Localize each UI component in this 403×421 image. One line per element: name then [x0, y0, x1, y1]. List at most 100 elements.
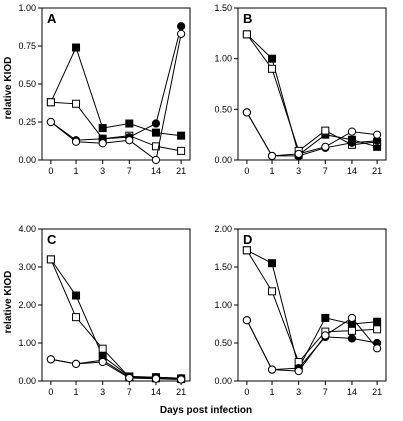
x-tick-label-b: 0: [244, 166, 249, 176]
y-tick-label-b: 0.50: [214, 104, 232, 114]
panel-b: B 0.00 0.50 1.00 1.50 0 1 3 7 14 21: [214, 3, 387, 176]
data-point-d-open-circle: [347, 313, 357, 323]
x-tick-label-d: 7: [323, 387, 328, 397]
data-point-b-open-square: [242, 30, 251, 39]
x-axis-title: Days post infection: [160, 405, 252, 416]
panel-d: D 0.00 0.50 1.00 1.50 2.00 0 1 3 7 14 21: [214, 224, 387, 397]
y-tick-label-d: 0.00: [214, 376, 232, 386]
y-tick-label-a: 0.25: [18, 117, 36, 127]
series-line-b-open-square: [246, 34, 378, 152]
data-point-a-open-circle: [177, 29, 186, 38]
series-line-a-filled-square: [50, 46, 182, 137]
y-tick-label-a: 1.00: [18, 3, 36, 13]
data-point-b-open-circle: [347, 127, 357, 136]
data-point-c-open-circle: [98, 357, 107, 367]
data-point-d-filled-square: [321, 313, 330, 322]
series-line-b-filled-square: [246, 33, 378, 156]
data-point-b-filled-circle: [347, 138, 357, 147]
series-a-open-square: [46, 98, 186, 155]
series-line-a-open-square: [50, 101, 182, 152]
y-tick-label-d: 2.00: [214, 224, 232, 234]
series-line-d-open-square: [246, 250, 378, 363]
x-tick-label-a: 3: [100, 166, 105, 176]
x-tick-label-c: 21: [176, 387, 186, 397]
series-d-filled-circle: [242, 316, 382, 374]
series-line-c-open-square: [50, 259, 182, 380]
data-point-b-open-circle: [294, 149, 303, 159]
series-c-open-circle: [46, 355, 186, 384]
data-point-d-filled-square: [373, 317, 382, 326]
data-point-c-open-square: [72, 313, 81, 322]
y-tick-label-b: 1.50: [214, 3, 232, 13]
x-tick-label-b: 1: [270, 166, 275, 176]
x-tick-label-b: 7: [323, 166, 328, 176]
y-tick-label-c: 2.00: [18, 300, 36, 310]
series-line-c-open-circle: [50, 358, 182, 380]
data-point-d-open-circle: [242, 316, 251, 325]
x-tick-label-d: 14: [347, 387, 357, 397]
data-point-d-open-circle: [294, 367, 303, 376]
series-d-open-square: [242, 246, 382, 366]
data-point-a-filled-circle: [151, 119, 161, 128]
data-point-c-open-square: [46, 255, 55, 264]
data-point-d-open-square: [347, 326, 356, 335]
data-point-a-open-square: [72, 99, 81, 108]
x-tick-label-a: 7: [127, 166, 132, 176]
panel-c: C 0.00 1.00 2.00 3.00 4.00 0 1 3 7 14 21: [18, 224, 191, 397]
series-line-b-open-circle: [246, 112, 378, 157]
plot-frame-c: [41, 228, 191, 382]
series-line-a-open-circle: [50, 33, 182, 161]
y-tick-label-a: 0.50: [18, 79, 36, 89]
data-point-d-open-square: [242, 246, 251, 255]
data-point-c-open-circle: [177, 375, 186, 384]
data-point-a-open-circle: [125, 136, 134, 145]
x-tick-label-c: 1: [74, 387, 79, 397]
data-point-b-open-square: [268, 64, 277, 73]
y-axis-title-bottom: relative KIOD: [3, 271, 14, 334]
x-tick-label-d: 21: [372, 387, 382, 397]
panels: A 0.00 0.25 0.50 0.75 1.00 0 1 3 7 14 21 B 0.00 0.50 1.…: [18, 3, 387, 397]
data-point-a-open-circle: [46, 117, 55, 127]
y-tick-label-d: 1.50: [214, 262, 232, 272]
panel-label-a: A: [47, 11, 57, 26]
y-tick-label-b: 0.00: [214, 155, 232, 165]
data-point-c-open-circle: [151, 374, 161, 383]
y-tick-label-d: 1.00: [214, 300, 232, 310]
series-c-filled-circle: [46, 355, 186, 383]
y-tick-label-b: 1.00: [214, 54, 232, 64]
x-tick-label-b: 21: [372, 166, 382, 176]
series-line-c-filled-circle: [50, 358, 182, 379]
series-line-c-filled-square: [50, 259, 182, 379]
data-point-c-open-circle: [71, 359, 81, 368]
x-tick-label-d: 3: [296, 387, 301, 397]
y-tick-label-a: 0.00: [18, 155, 36, 165]
series-b-open-square: [242, 30, 382, 155]
series-c-open-square: [46, 255, 186, 384]
y-tick-label-a: 0.75: [18, 41, 36, 51]
panel-a: A 0.00 0.25 0.50 0.75 1.00 0 1 3 7 14 21: [18, 3, 191, 176]
data-point-a-filled-circle: [177, 22, 186, 31]
x-tick-label-d: 0: [244, 387, 249, 397]
series-line-d-open-circle: [246, 317, 378, 372]
data-point-b-filled-square: [268, 54, 277, 63]
x-tick-label-a: 1: [74, 166, 79, 176]
series-b-open-circle: [242, 108, 382, 161]
panel-label-c: C: [47, 232, 57, 247]
plot-frame-d: [237, 228, 387, 382]
data-point-d-open-circle: [373, 344, 382, 353]
data-point-a-filled-square: [125, 119, 134, 128]
y-tick-label-c: 0.00: [18, 376, 36, 386]
data-point-c-open-square: [98, 344, 107, 353]
data-point-b-open-circle: [321, 142, 330, 151]
series-line-d-filled-square: [246, 249, 378, 370]
y-tick-label-c: 1.00: [18, 338, 36, 348]
panel-label-b: B: [243, 11, 252, 26]
data-point-b-open-circle: [242, 108, 251, 117]
data-point-b-open-square: [321, 126, 330, 135]
data-point-a-filled-square: [72, 43, 81, 52]
data-point-a-filled-square: [177, 131, 186, 140]
data-point-a-open-circle: [98, 139, 107, 148]
data-point-a-open-circle: [71, 137, 81, 146]
data-point-a-open-square: [151, 142, 160, 151]
